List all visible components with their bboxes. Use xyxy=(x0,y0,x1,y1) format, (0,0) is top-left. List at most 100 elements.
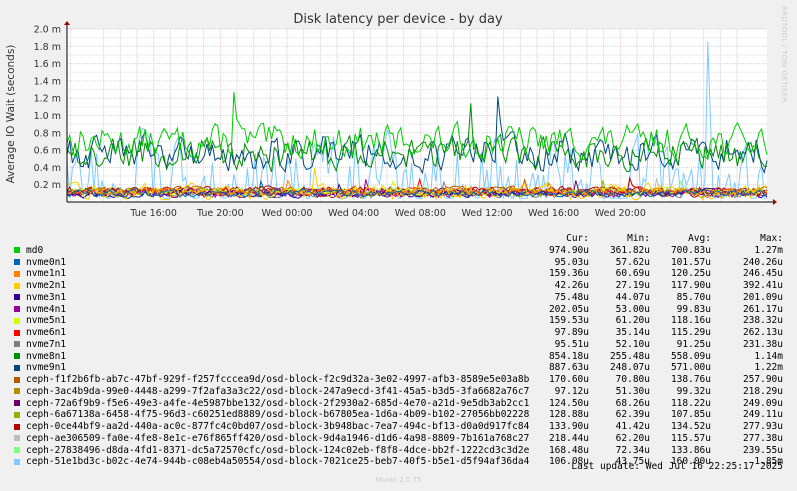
legend-max: 201.09u xyxy=(742,291,783,303)
legend-min: 72.34u xyxy=(615,444,650,456)
legend-cur: 95.51u xyxy=(554,338,589,350)
legend-avg: 571.00u xyxy=(670,362,711,374)
x-tick-label: Tue 20:00 xyxy=(196,208,244,219)
legend-cur: 133.90u xyxy=(548,421,589,432)
legend-row: md0 974.90u 361.82u 700.83u 1.27m xyxy=(0,245,797,257)
legend-cur: 97.12u xyxy=(554,385,589,397)
latency-chart: Disk latency per device - by day Average… xyxy=(5,12,777,219)
series-line-1 xyxy=(66,92,768,162)
legend-avg: 99.83u xyxy=(676,303,711,315)
legend-swatch xyxy=(14,282,20,289)
legend-row: ceph-0ce44bf9-aa2d-440a-ac0c-877fc4c0bd0… xyxy=(0,421,797,433)
x-tick-label: Wed 20:00 xyxy=(595,208,646,219)
legend-swatch xyxy=(14,317,20,324)
legend-min: 57.62u xyxy=(615,256,650,268)
series-line-10 xyxy=(66,103,768,173)
series-line-7 xyxy=(66,179,768,197)
col-min: Min: xyxy=(627,233,650,244)
legend-swatch xyxy=(14,306,20,312)
legend-avg: 118.22u xyxy=(670,397,711,409)
series-group xyxy=(66,41,768,201)
legend-swatch xyxy=(14,329,20,336)
munin-footer: Munin 2.0.75 xyxy=(375,476,422,484)
legend-row: nvme5n1 159.53u 61.20u 118.16u 238.32u xyxy=(0,315,797,327)
legend-series-name: nvme3n1 xyxy=(26,291,67,303)
legend-row: nvme8n1 854.18u 255.48u 558.09u 1.14m xyxy=(0,351,797,363)
rrdtool-watermark: RRDTOOL / TOBI OETIKER xyxy=(780,6,788,103)
col-max: Max: xyxy=(760,233,783,244)
y-tick-label: 1.8 m xyxy=(34,42,61,53)
x-tick-label: Wed 04:00 xyxy=(328,208,379,219)
legend-max: 238.32u xyxy=(742,315,783,327)
legend-avg: 107.85u xyxy=(670,409,711,421)
y-tick-label: 0.2 m xyxy=(34,180,61,191)
legend-series-name: ceph-0ce44bf9-aa2d-440a-ac0c-877fc4c0bd0… xyxy=(26,421,530,432)
legend-min: 248.07u xyxy=(609,362,650,374)
legend-max: 392.41u xyxy=(742,280,783,291)
legend-swatch xyxy=(14,388,20,395)
legend-avg: 700.83u xyxy=(670,244,711,256)
legend-min: 51.30u xyxy=(615,385,650,397)
legend-swatch xyxy=(14,294,20,301)
legend-avg: 120.25u xyxy=(670,268,711,280)
legend-cur: 159.53u xyxy=(548,315,589,327)
legend-cur: 170.60u xyxy=(548,374,589,385)
legend-max: 249.09u xyxy=(742,397,783,409)
legend-row: ceph-27838496-d8da-4fd1-8371-dc5a72570cf… xyxy=(0,445,797,457)
legend-swatch xyxy=(14,364,20,371)
legend-row: nvme3n1 75.48u 44.07u 85.70u 201.09u xyxy=(0,292,797,304)
y-tick-label: 0.8 m xyxy=(34,128,61,139)
legend-row: ceph-51e1bd3c-b02c-4e74-944b-c08eb4a5055… xyxy=(0,456,797,468)
legend-min: 62.39u xyxy=(615,409,650,421)
legend-series-name: ceph-27838496-d8da-4fd1-8371-dc5a72570cf… xyxy=(26,444,530,456)
legend-series-name: nvme2n1 xyxy=(26,280,67,291)
legend-avg: 160.00u xyxy=(670,456,711,468)
grid-lines xyxy=(67,28,767,202)
legend-swatch xyxy=(14,435,20,442)
x-tick-label: Wed 00:00 xyxy=(261,208,312,219)
legend-row: ceph-3ac4b9da-99e0-4448-a299-7f2afa3a3c2… xyxy=(0,386,797,398)
legend-swatch xyxy=(14,400,20,406)
legend-avg: 133.86u xyxy=(670,444,711,456)
series-line-2 xyxy=(66,179,768,198)
legend-swatch xyxy=(14,447,20,453)
legend-min: 43.75u xyxy=(615,456,650,468)
legend-avg: 115.29u xyxy=(670,327,711,338)
legend-avg: 91.25u xyxy=(676,338,711,350)
y-axis-label: Average IO Wait (seconds) xyxy=(5,45,17,184)
legend-max: 239.55u xyxy=(742,444,783,456)
legend-cur: 887.63u xyxy=(548,362,589,374)
legend-row: nvme2n1 42.26u 27.19u 117.90u 392.41u xyxy=(0,280,797,292)
legend-row: nvme0n1 95.03u 57.62u 101.57u 240.26u xyxy=(0,257,797,269)
legend-max: 240.26u xyxy=(742,256,783,268)
legend-cur: 159.36u xyxy=(548,268,589,280)
legend-series-name: nvme1n1 xyxy=(26,268,67,280)
x-tick-label: Tue 16:00 xyxy=(129,208,177,219)
legend-swatch xyxy=(14,341,20,348)
legend-max: 246.45u xyxy=(742,268,783,280)
legend-series-name: nvme0n1 xyxy=(26,256,67,268)
legend-swatch xyxy=(14,353,20,359)
legend-min: 68.26u xyxy=(615,397,650,409)
legend-avg: 134.52u xyxy=(670,421,711,432)
legend-row: nvme4n1 202.05u 53.00u 99.83u 261.17u xyxy=(0,304,797,316)
legend-series-name: ceph-ae306509-fa0e-4fe8-8e1c-e76f865ff42… xyxy=(26,432,530,444)
y-axis-arrow xyxy=(64,21,70,25)
legend-swatch xyxy=(14,458,20,465)
legend-swatch xyxy=(14,376,20,383)
legend-avg: 115.57u xyxy=(670,432,711,444)
legend-row: nvme6n1 97.89u 35.14u 115.29u 262.13u xyxy=(0,327,797,339)
legend-min: 255.48u xyxy=(609,350,650,362)
legend-min: 27.19u xyxy=(615,280,650,291)
legend-header: Cur: Min: Avg: Max: xyxy=(0,233,797,245)
legend: Cur: Min: Avg: Max: md0 974.90u 361.82u 700… xyxy=(0,233,797,468)
legend-swatch xyxy=(14,247,20,254)
legend-row: nvme9n1 887.63u 248.07u 571.00u 1.22m xyxy=(0,362,797,374)
legend-avg: 117.90u xyxy=(670,280,711,291)
legend-swatch xyxy=(14,270,20,277)
legend-cur: 218.44u xyxy=(548,432,589,444)
y-tick-label: 0.6 m xyxy=(34,146,61,157)
legend-max: 1.85m xyxy=(754,456,783,468)
y-tick-label: 0.4 m xyxy=(34,163,61,174)
legend-series-name: nvme6n1 xyxy=(26,327,67,338)
